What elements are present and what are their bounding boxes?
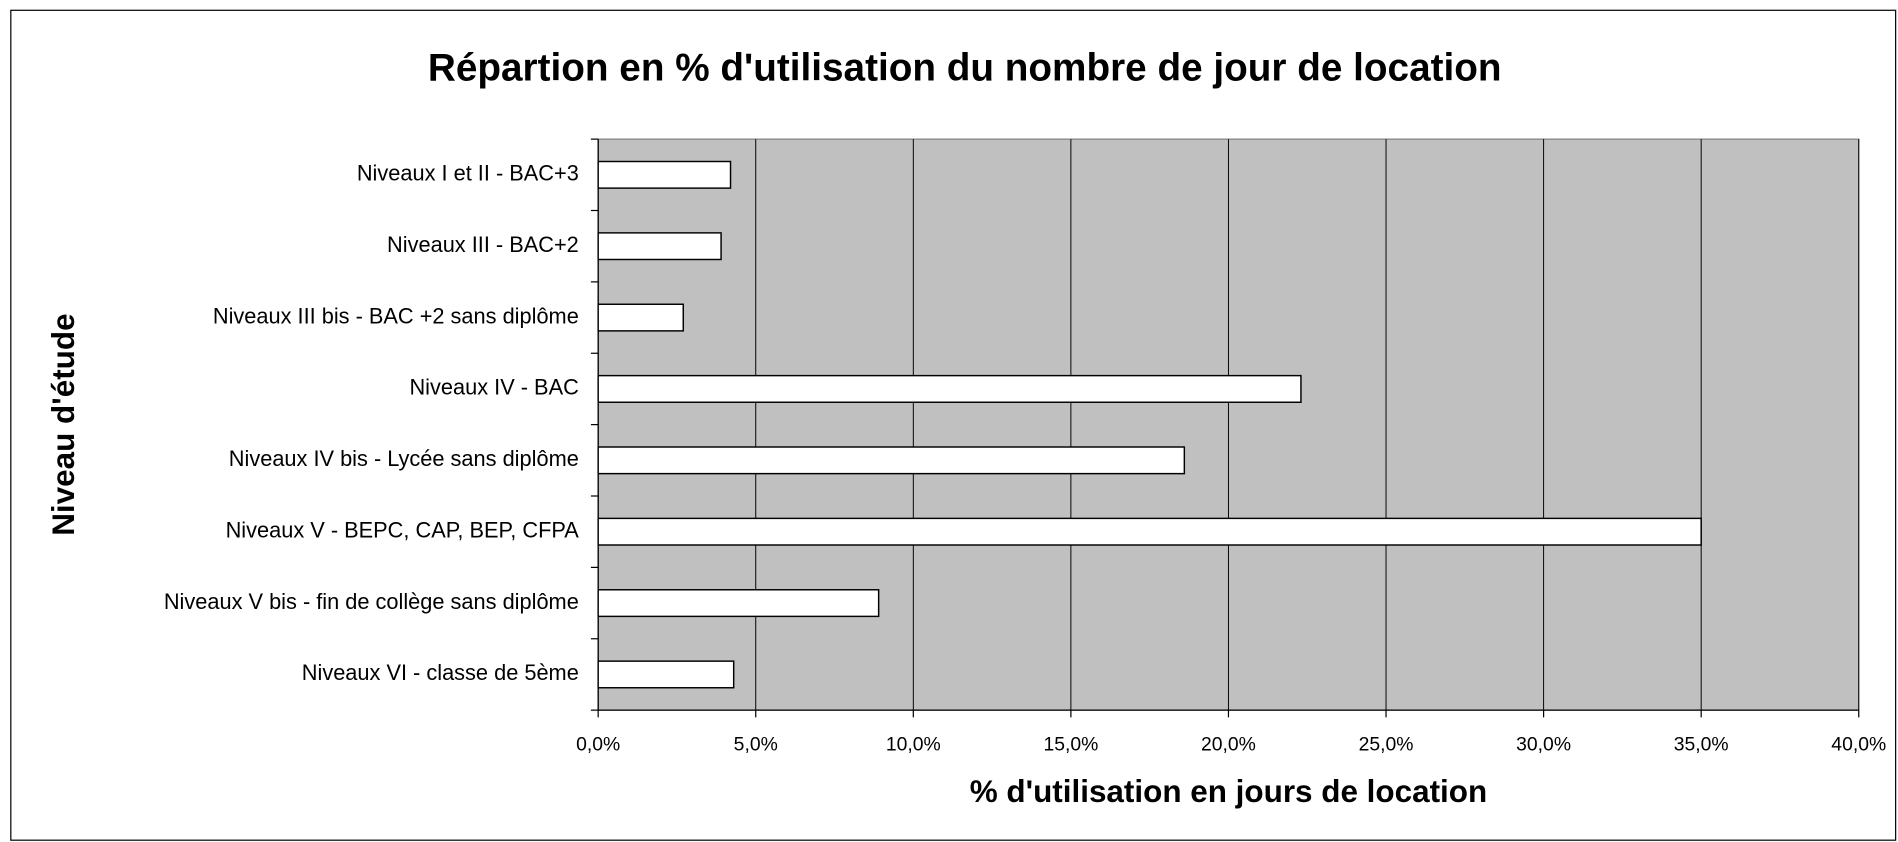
x-tick-label: 35,0%: [1674, 733, 1729, 755]
x-tick-label: 30,0%: [1516, 733, 1571, 755]
y-tick-label: Niveaux IV - BAC: [409, 375, 578, 400]
y-tick-label: Niveaux IV bis - Lycée sans diplôme: [229, 446, 579, 471]
bar: [597, 374, 1302, 403]
y-tick-label: Niveaux V - BEPC, CAP, BEP, CFPA: [226, 517, 580, 542]
y-tick-label: Niveaux III - BAC+2: [387, 232, 579, 257]
x-tick-label: 5,0%: [734, 733, 778, 755]
x-tick-label: 10,0%: [886, 733, 941, 755]
bar: [597, 232, 722, 261]
x-tick-label: 25,0%: [1359, 733, 1414, 755]
bar: [597, 446, 1186, 475]
bar: [597, 517, 1702, 546]
y-tick-label: Niveaux III bis - BAC +2 sans diplôme: [213, 303, 579, 328]
y-tick-label: Niveaux VI - classe de 5ème: [302, 660, 579, 685]
y-axis-title: Niveau d'étude: [46, 313, 81, 535]
x-axis-title: % d'utilisation en jours de location: [970, 774, 1488, 809]
bar: [597, 160, 732, 189]
y-tick-label: Niveaux V bis - fin de collège sans dipl…: [164, 589, 579, 614]
bar: [597, 660, 735, 689]
x-tick-label: 15,0%: [1043, 733, 1098, 755]
x-tick-label: 0,0%: [576, 733, 620, 755]
y-tick-label: Niveaux I et II - BAC+3: [357, 161, 579, 186]
bar: [597, 303, 684, 332]
bar: [597, 589, 880, 618]
x-tick-label: 20,0%: [1201, 733, 1256, 755]
x-tick-label: 40,0%: [1831, 733, 1886, 755]
chart-title: Répartion en % d'utilisation du nombre d…: [428, 46, 1502, 89]
